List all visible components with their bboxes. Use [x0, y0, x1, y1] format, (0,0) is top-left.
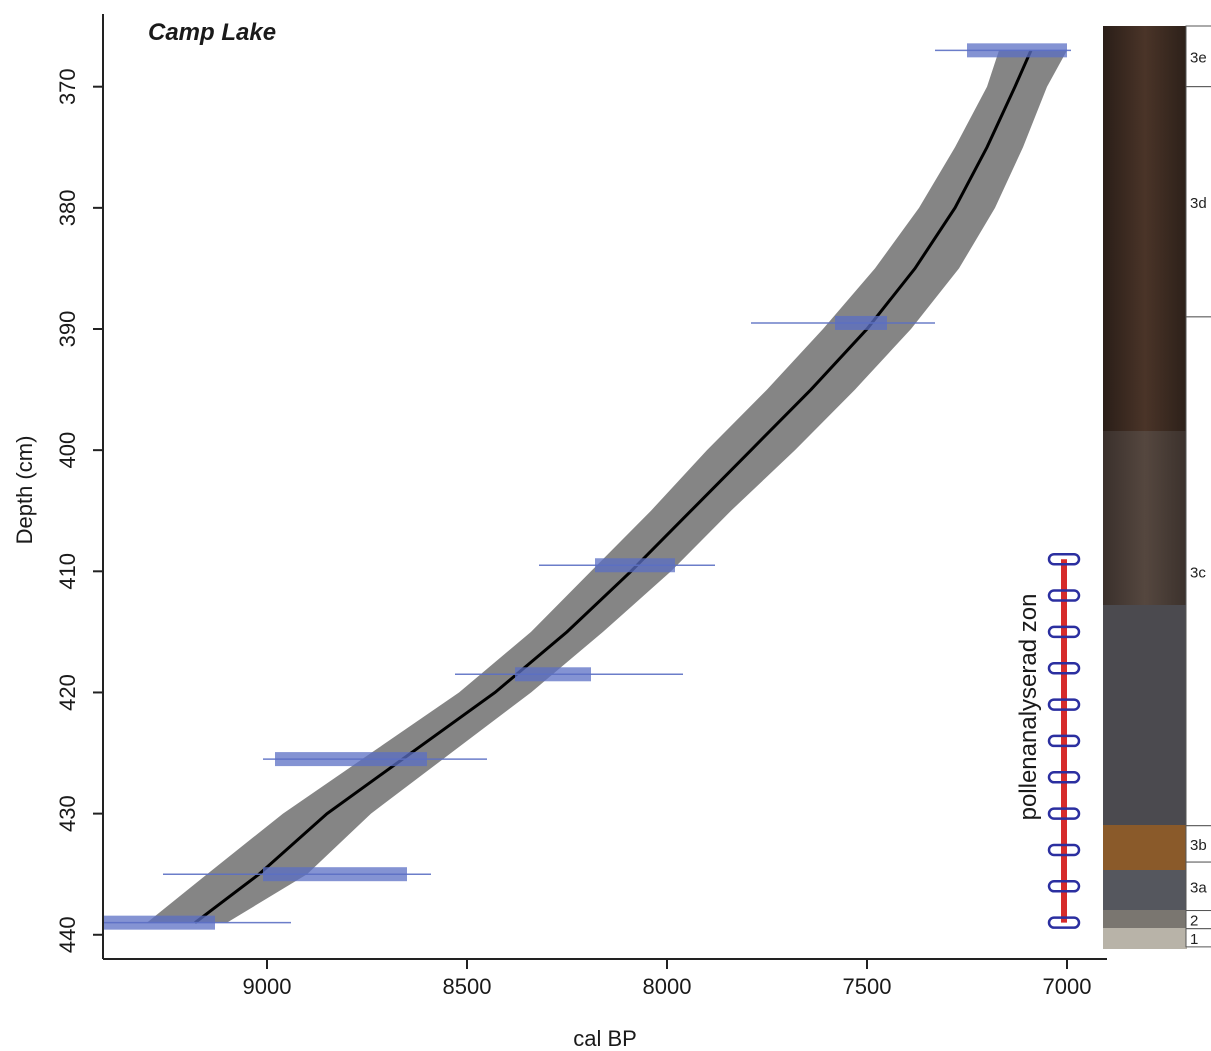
stratigraphic-units: 3e 3d 3c 3b 3a 21 — [1185, 25, 1211, 948]
y-tick-label-440: 440 — [55, 916, 80, 953]
unit-box-4 — [1185, 861, 1211, 912]
x-tick-label-9000: 9000 — [243, 974, 292, 999]
pollen-sample-3 — [1047, 661, 1081, 675]
pollen-sample-9 — [1047, 880, 1081, 893]
pollen-sample-0 — [1047, 552, 1081, 566]
pollen-sample-6 — [1047, 771, 1081, 784]
unit-label-5: 2 — [1190, 913, 1198, 930]
date-probability-block — [967, 43, 1067, 58]
pollen-sample-2 — [1047, 625, 1081, 639]
x-tick-label-8000: 8000 — [643, 974, 692, 999]
chart-title: Camp Lake — [148, 19, 276, 46]
pollen-sample-1 — [1047, 589, 1081, 602]
y-tick-label-420: 420 — [55, 674, 80, 711]
y-tick-label-400: 400 — [55, 432, 80, 469]
unit-box-2 — [1185, 316, 1211, 827]
pollen-sample-10 — [1047, 916, 1081, 929]
unit-label-3: 3b — [1190, 837, 1207, 854]
pollen-sample-4 — [1047, 698, 1081, 711]
unit-label-2: 3c — [1190, 564, 1206, 581]
date-probability-block — [103, 915, 215, 930]
median-age-line — [194, 49, 1033, 924]
core-photo — [1103, 26, 1187, 949]
y-tick-label-430: 430 — [55, 795, 80, 832]
pollen-zone-label: pollenanalyserad zon — [1015, 594, 1042, 821]
axes: 9000 8500 8000 7500 7000 370 380 390 400 410 420 43… — [55, 14, 1107, 999]
plot-area — [103, 43, 1081, 930]
date-probability-block — [515, 667, 591, 682]
confidence-envelope — [147, 50, 1067, 923]
unit-box-6 — [1185, 928, 1211, 948]
date-5 — [163, 867, 431, 882]
date-0 — [935, 43, 1071, 58]
y-tick-label-380: 380 — [55, 189, 80, 226]
unit-label-6: 1 — [1190, 931, 1198, 948]
y-tick-label-390: 390 — [55, 311, 80, 348]
date-1 — [751, 315, 935, 330]
date-6 — [103, 915, 291, 930]
date-probability-block — [275, 752, 427, 767]
date-probability-block — [595, 558, 675, 573]
pollen-sample-7 — [1047, 807, 1081, 820]
date-4 — [263, 752, 487, 767]
y-axis-title: Depth (cm) — [12, 436, 37, 545]
unit-box-0 — [1185, 25, 1211, 88]
unit-label-0: 3e — [1190, 49, 1207, 66]
pollen-sample-5 — [1047, 734, 1081, 748]
date-2 — [539, 558, 715, 573]
unit-label-1: 3d — [1190, 195, 1207, 212]
date-probability-block — [263, 867, 407, 882]
y-tick-label-410: 410 — [55, 553, 80, 590]
date-3 — [455, 667, 683, 682]
unit-label-4: 3a — [1190, 879, 1207, 896]
x-tick-label-7500: 7500 — [843, 974, 892, 999]
x-tick-label-8500: 8500 — [443, 974, 492, 999]
pollen-sample-8 — [1047, 843, 1081, 857]
x-axis-title: cal BP — [573, 1026, 637, 1051]
y-tick-label-370: 370 — [55, 68, 80, 105]
date-probability-block — [835, 315, 887, 330]
x-tick-label-7000: 7000 — [1043, 974, 1092, 999]
